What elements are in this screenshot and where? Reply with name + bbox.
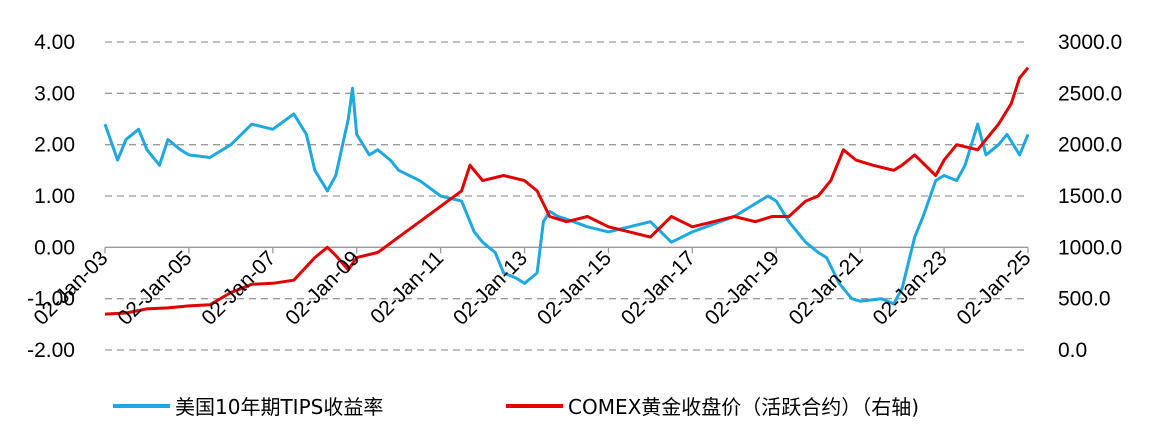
- right-tick-label: 2000.0: [1058, 134, 1122, 157]
- left-tick-label: 4.00: [34, 31, 75, 54]
- x-tick-label: 02-Jan-15: [533, 247, 616, 330]
- legend: 美国10年期TIPS收益率 COMEX黄金收盘价（活跃合约）（右轴): [113, 395, 919, 419]
- x-tick-label: 02-Jan-07: [197, 247, 280, 330]
- left-tick-label: 2.00: [34, 134, 75, 157]
- right-axis-ticks: 3000.0 2500.0 2000.0 1500.0 1000.0 500.0 0.0: [1058, 31, 1122, 362]
- left-tick-label: 0.00: [34, 236, 75, 259]
- x-tick-label: 02-Jan-19: [701, 247, 784, 330]
- x-tick-label: 02-Jan-09: [281, 247, 364, 330]
- series-layer: [103, 66, 1030, 316]
- left-tick-label: 1.00: [34, 185, 75, 208]
- right-tick-label: 500.0: [1058, 288, 1111, 311]
- x-tick-label: 02-Jan-13: [449, 247, 532, 330]
- right-tick-label: 1500.0: [1058, 185, 1122, 208]
- left-tick-label: -1.00: [27, 288, 75, 311]
- series-line-tips-yield: [103, 86, 1030, 306]
- left-tick-label: -2.00: [27, 339, 75, 362]
- legend-label-gold: COMEX黄金收盘价（活跃合约）（右轴): [568, 395, 919, 419]
- x-tick-label: 02-Jan-17: [617, 247, 700, 330]
- right-tick-label: 2500.0: [1058, 82, 1122, 105]
- x-axis-ticks: 02-Jan-03 02-Jan-05 02-Jan-07 02-Jan-09 02-J…: [29, 247, 1035, 330]
- x-tick-label: 02-Jan-05: [113, 247, 196, 330]
- x-axis-tick-marks: [104, 247, 1029, 254]
- right-tick-label: 1000.0: [1058, 236, 1122, 259]
- legend-label-tips: 美国10年期TIPS收益率: [175, 395, 383, 419]
- left-axis-ticks: 4.00 3.00 2.00 1.00 0.00 -1.00 -2.00: [27, 31, 75, 362]
- x-tick-label: 02-Jan-11: [366, 247, 448, 329]
- right-tick-label: 0.0: [1058, 339, 1087, 362]
- series-line-gold-price: [104, 66, 1030, 316]
- left-tick-label: 3.00: [34, 82, 75, 105]
- x-tick-label: 02-Jan-25: [952, 247, 1035, 330]
- right-tick-label: 3000.0: [1058, 31, 1122, 54]
